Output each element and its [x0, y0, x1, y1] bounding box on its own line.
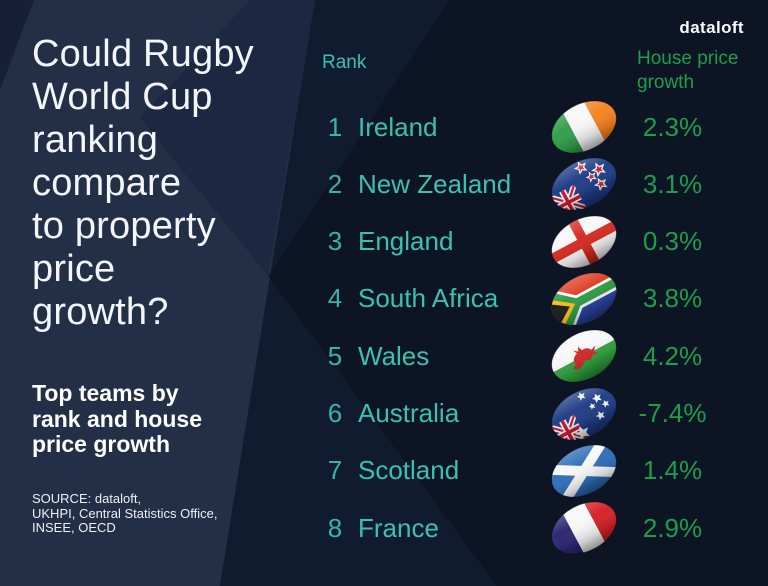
- growth-value: 3.8%: [642, 283, 703, 314]
- rank-number: 2: [327, 168, 343, 199]
- table-row: 3 England 0.3%: [322, 205, 768, 279]
- corner-triangle: [0, 0, 34, 90]
- table-row: 8 France 2.9%: [322, 491, 768, 565]
- growth-value: -7.4%: [638, 398, 707, 428]
- page-title: Could Rugby World Cup ranking compare to…: [32, 33, 254, 333]
- rank-number: 4: [327, 283, 343, 314]
- country-name: France: [358, 512, 439, 543]
- growth-column-header: House price growth: [637, 48, 739, 93]
- table-row: 4 South Africa 3.8%: [322, 262, 768, 336]
- scotland-rugby-ball-flag-icon: [542, 434, 626, 508]
- rank-number: 5: [327, 340, 343, 371]
- france-rugby-ball-flag-icon: [542, 491, 626, 565]
- brand-logo: dataloft: [679, 18, 744, 37]
- rank-number: 7: [327, 455, 343, 486]
- rank-number: 1: [327, 111, 343, 142]
- rank-number: 6: [327, 398, 343, 428]
- growth-value: 0.3%: [642, 226, 703, 257]
- table-row: 2 New Zealand 3.1%: [322, 147, 768, 221]
- ranking-table: 1 Ireland 2.3% 2 New Zealand: [322, 0, 768, 586]
- growth-value: 1.4%: [642, 455, 703, 486]
- panel-diagonal-band: [140, 0, 315, 276]
- table-row: 7 Scotland 1.4%: [322, 434, 768, 508]
- ireland-rugby-ball-flag-icon: [542, 90, 626, 164]
- source-note: SOURCE: dataloft, UKHPI, Central Statist…: [32, 491, 218, 536]
- country-name: Ireland: [358, 111, 438, 142]
- growth-value: 3.1%: [642, 168, 703, 199]
- rank-number: 3: [327, 226, 343, 257]
- rank-number: 8: [327, 512, 343, 543]
- country-name: England: [358, 226, 454, 257]
- country-name: South Africa: [358, 283, 499, 314]
- growth-value: 2.9%: [642, 512, 703, 543]
- growth-value: 2.3%: [642, 111, 703, 142]
- table-row: 5 Wales 4.2%: [322, 319, 768, 393]
- growth-value: 4.2%: [642, 340, 703, 371]
- england-rugby-ball-flag-icon: [542, 205, 626, 279]
- subtitle: Top teams by rank and house price growth: [32, 380, 202, 457]
- right-diagonal-wedge: [220, 0, 497, 586]
- table-row: 6 Australia -7.4%: [322, 376, 768, 451]
- australia-rugby-ball-flag-icon: [542, 376, 626, 451]
- country-name: Scotland: [358, 455, 460, 486]
- left-panel: Could Rugby World Cup ranking compare to…: [0, 0, 320, 586]
- country-name: New Zealand: [358, 168, 512, 199]
- table-row: 1 Ireland 2.3%: [322, 90, 768, 164]
- rank-column-header: Rank: [322, 52, 367, 73]
- wales-rugby-ball-flag-icon: [542, 319, 626, 393]
- country-name: Wales: [358, 340, 430, 371]
- country-name: Australia: [358, 398, 460, 428]
